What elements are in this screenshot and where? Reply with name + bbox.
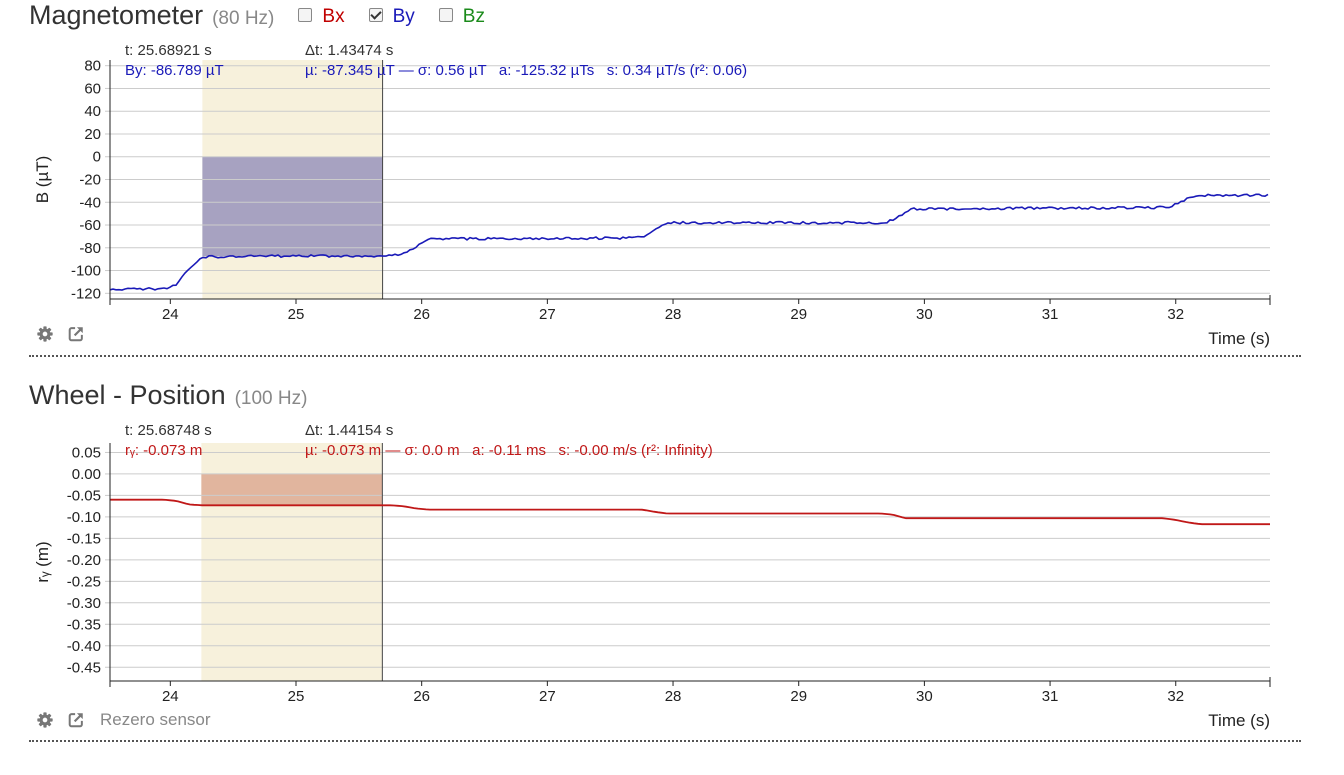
x-tick-label: 26 <box>413 688 430 705</box>
y-tick-label: -0.35 <box>67 616 101 633</box>
x-tick-label: 24 <box>162 688 179 705</box>
readout-time: t: 25.68921 s <box>125 42 212 59</box>
y-tick-label: 0.05 <box>72 444 101 461</box>
readout-time: t: 25.68748 s <box>125 422 212 439</box>
by-label: By <box>392 6 415 27</box>
magnetometer-chart[interactable]: 80 60 40 20 0 -20 -40 -60 -80 -100 -120 24 25 26 27 28… <box>0 0 1344 360</box>
y-tick-label: -0.25 <box>67 573 101 590</box>
x-tick-label: 29 <box>790 688 807 705</box>
magnetometer-header: Magnetometer (80 Hz) Bx By Bz <box>29 0 485 32</box>
y-tick-label: -40 <box>79 194 101 211</box>
wheel-position-panel: Wheel - Position (100 Hz) 0.05 0.00 -0.05 -… <box>0 380 1344 760</box>
rezero-sensor-link[interactable]: Rezero sensor <box>100 710 211 729</box>
readout-value: rᵧ: -0.073 m <box>125 442 202 459</box>
readout-value: By: -86.789 µT <box>125 62 224 79</box>
selection-mean-area <box>201 473 383 506</box>
readout-stats: µ: -0.073 m — σ: 0.0 m a: -0.11 ms s: -0… <box>305 442 713 459</box>
x-tick-label: 31 <box>1042 688 1059 705</box>
y-tick-label: -100 <box>71 263 101 280</box>
wheel-position-title: Wheel - Position <box>29 380 226 410</box>
gridlines <box>105 65 1270 294</box>
toggle-by[interactable]: By <box>368 6 415 28</box>
x-tick-label: 32 <box>1167 688 1184 705</box>
magnetometer-footer <box>36 325 98 343</box>
wheel-position-header: Wheel - Position (100 Hz) <box>29 380 307 412</box>
x-tick-labels: 24 25 26 27 28 29 30 31 32 <box>109 677 1271 705</box>
bx-label: Bx <box>322 6 345 27</box>
gear-icon[interactable] <box>36 711 54 729</box>
external-link-icon[interactable] <box>67 711 85 729</box>
y-tick-label: -20 <box>79 172 101 189</box>
gridlines <box>105 451 1270 668</box>
x-tick-label: 27 <box>539 306 556 323</box>
magnetometer-rate: (80 Hz) <box>212 8 275 29</box>
y-tick-label: -120 <box>71 285 101 302</box>
x-tick-label: 31 <box>1042 306 1059 323</box>
wheel-position-chart[interactable]: 0.05 0.00 -0.05 -0.10 -0.15 -0.20 -0.25 -0.30 -0… <box>0 380 1344 740</box>
readout-delta-time: Δt: 1.43474 s <box>305 42 393 59</box>
readout-stats: µ: -87.345 µT — σ: 0.56 µT a: -125.32 µT… <box>305 62 747 79</box>
x-tick-label: 25 <box>288 306 305 323</box>
x-tick-label: 30 <box>916 688 933 705</box>
y-tick-label: 40 <box>84 103 101 120</box>
y-tick-label: -80 <box>79 240 101 257</box>
x-tick-label: 28 <box>665 688 682 705</box>
magnetometer-panel: Magnetometer (80 Hz) Bx By Bz 80 60 40 20 0 -… <box>0 0 1344 380</box>
x-tick-labels: 24 25 26 27 28 29 30 31 32 <box>109 295 1271 323</box>
y-tick-label: -0.15 <box>67 530 101 547</box>
y-tick-label: 0.00 <box>72 466 101 483</box>
y-axis-label: B (µT) <box>33 156 52 204</box>
x-tick-label: 24 <box>162 306 179 323</box>
toggle-bx[interactable]: Bx <box>298 6 345 28</box>
y-tick-labels: 80 60 40 20 0 -20 -40 -60 -80 -100 -120 <box>71 58 101 303</box>
x-tick-label: 26 <box>413 306 430 323</box>
y-tick-label: -0.30 <box>67 595 101 612</box>
series-line-by <box>109 193 1269 291</box>
y-tick-label: 20 <box>84 126 101 143</box>
by-checkbox[interactable] <box>368 8 383 22</box>
y-tick-labels: 0.05 0.00 -0.05 -0.10 -0.15 -0.20 -0.25 -0.30 -0… <box>67 444 101 676</box>
magnetometer-title: Magnetometer <box>29 0 204 30</box>
toggle-bz[interactable]: Bz <box>438 6 485 28</box>
bz-label: Bz <box>462 6 485 27</box>
x-axis-label: Time (s) <box>1208 329 1270 348</box>
series-line-ry <box>110 498 1270 526</box>
y-tick-label: -0.05 <box>67 487 101 504</box>
x-axis-label: Time (s) <box>1208 711 1270 730</box>
bz-checkbox[interactable] <box>438 8 453 22</box>
y-tick-label: -0.45 <box>67 659 101 676</box>
selection-mean-area <box>202 156 383 257</box>
x-tick-label: 25 <box>288 688 305 705</box>
y-tick-label: 80 <box>84 58 101 75</box>
x-tick-label: 32 <box>1167 306 1184 323</box>
y-tick-label: 60 <box>84 80 101 97</box>
gear-icon[interactable] <box>36 325 54 343</box>
x-tick-label: 27 <box>539 688 556 705</box>
x-tick-label: 29 <box>790 306 807 323</box>
readout-delta-time: Δt: 1.44154 s <box>305 422 393 439</box>
y-tick-label: -0.10 <box>67 509 101 526</box>
y-tick-label: 0 <box>93 149 101 166</box>
x-tick-label: 28 <box>665 306 682 323</box>
y-tick-label: -0.40 <box>67 638 101 655</box>
y-axis-label: rᵧ (m) <box>33 541 52 582</box>
section-divider <box>29 355 1301 357</box>
bx-checkbox[interactable] <box>298 8 313 22</box>
y-tick-label: -60 <box>79 217 101 234</box>
y-tick-label: -0.20 <box>67 552 101 569</box>
x-tick-label: 30 <box>916 306 933 323</box>
external-link-icon[interactable] <box>67 325 85 343</box>
wheel-position-footer: Rezero sensor <box>36 710 211 730</box>
wheel-position-rate: (100 Hz) <box>234 388 308 409</box>
section-divider <box>29 740 1301 742</box>
